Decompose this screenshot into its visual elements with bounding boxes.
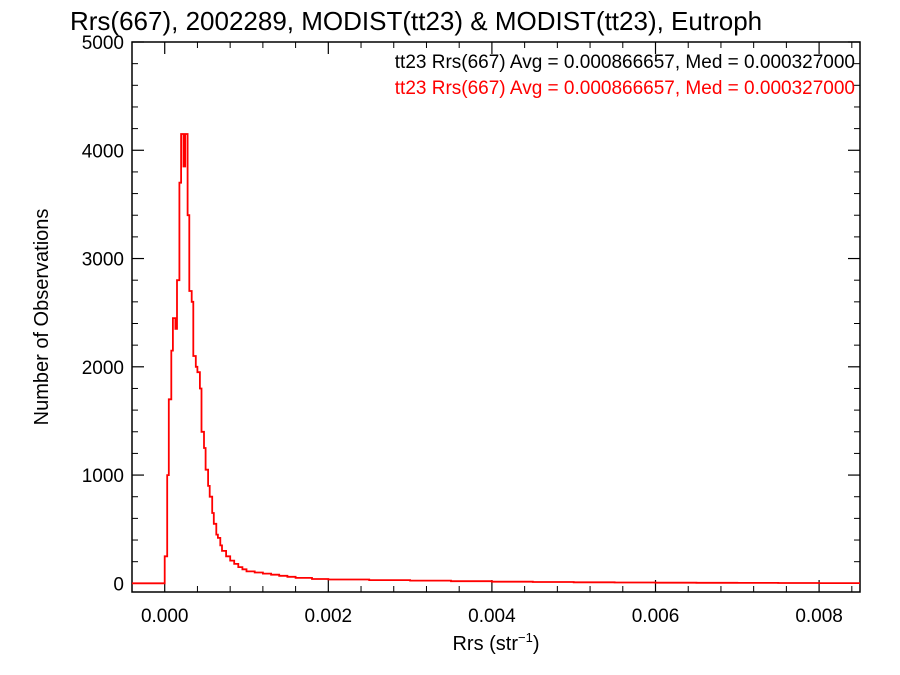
y-tick-label: 1000 — [82, 466, 124, 487]
plot-frame — [131, 41, 861, 593]
y-tick-label: 5000 — [82, 33, 124, 54]
series-line — [132, 133, 860, 585]
y-tick-label: 4000 — [82, 141, 124, 162]
axis-ticks: 0.000 0.002 0.004 0.006 0.008 0 1000 2000 3000 40… — [82, 33, 860, 627]
y-tick-label: 2000 — [82, 358, 124, 379]
y-axis-label: Number of Observations — [31, 209, 53, 426]
x-tick-label: 0.002 — [305, 606, 353, 627]
x-axis-label: Rrs (str−1) — [452, 630, 539, 655]
legend-entry-2: tt23 Rrs(667) Avg = 0.000866657, Med = 0… — [395, 78, 855, 99]
x-axis-label-end: ) — [533, 633, 540, 655]
x-tick-label: 0.000 — [141, 606, 189, 627]
y-tick-label: 0 — [113, 574, 124, 595]
legend-entry-1: tt23 Rrs(667) Avg = 0.000866657, Med = 0… — [395, 52, 855, 73]
x-tick-label: 0.004 — [468, 606, 516, 627]
x-axis-label-superscript: −1 — [518, 630, 533, 645]
chart-title: Rrs(667), 2002289, MODIST(tt23) & MODIST… — [70, 6, 762, 36]
x-tick-label: 0.006 — [632, 606, 680, 627]
series-layer — [132, 133, 860, 585]
y-tick-label: 3000 — [82, 250, 124, 271]
x-axis-label-main: Rrs (str — [452, 633, 518, 655]
x-tick-label: 0.008 — [795, 606, 843, 627]
